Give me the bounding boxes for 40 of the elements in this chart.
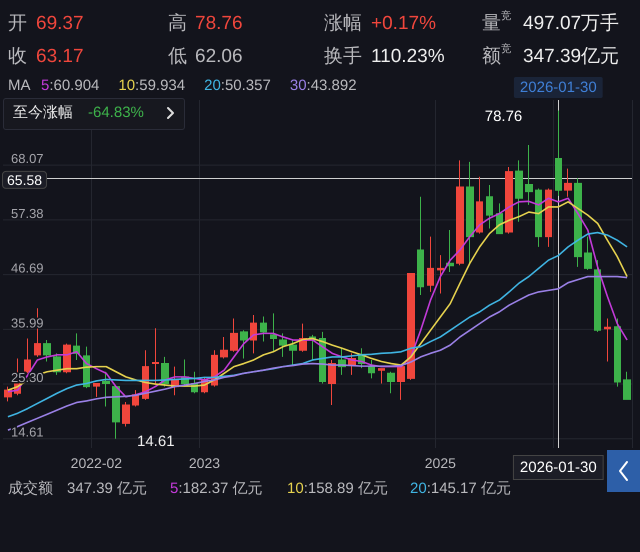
text: 高 [168, 13, 187, 34]
y-tick-label: 46.69 [11, 260, 44, 276]
text: 497.07万手 [523, 13, 620, 34]
text: 10:158.89 亿元 [287, 480, 388, 497]
text: 成交额 [8, 480, 53, 497]
text: 347.39 亿元 [67, 480, 148, 497]
y-tick-label: 57.38 [11, 206, 44, 221]
text: 69.37 [36, 13, 84, 34]
x-tick-label: 2025 [424, 455, 456, 471]
text: 110.23% [371, 46, 445, 67]
annotation: 至今涨幅 [13, 104, 73, 121]
text: 347.39亿元 [523, 46, 620, 67]
annotation: 14.61 [137, 433, 175, 450]
x-tick-label: 2026-01-30 [520, 459, 597, 476]
x-tick-label: 2023 [188, 455, 220, 471]
y-tick-label: 68.07 [11, 151, 44, 166]
text: 收 [8, 46, 27, 67]
text: 开 [8, 13, 27, 34]
ref-line-label: 65.58 [7, 172, 42, 188]
text: 5:60.904 [41, 77, 100, 94]
text: 78.76 [195, 13, 243, 34]
text: 量$^{竞}$ [482, 11, 511, 34]
ref-line-label: 2026-01-30 [520, 79, 597, 96]
text: 涨幅 [324, 13, 362, 34]
text: 5:182.37 亿元 [170, 480, 263, 497]
text: 20:145.17 亿元 [410, 480, 511, 497]
text: 换手 [324, 46, 362, 67]
text: 低 [168, 46, 187, 67]
text: 30:43.892 [290, 77, 357, 94]
text: MA [8, 77, 30, 94]
x-tick-label: 2022-02 [70, 455, 122, 471]
annotation: -64.83% [88, 104, 144, 121]
y-tick-label: 14.61 [11, 424, 44, 440]
text: +0.17% [371, 13, 436, 34]
text: 63.17 [36, 46, 84, 67]
text: 20:50.357 [204, 77, 271, 94]
annotation: 78.76 [484, 108, 522, 125]
text: 62.06 [195, 46, 243, 67]
text: 额$^{竞}$ [482, 44, 511, 67]
text: 10:59.934 [118, 77, 186, 94]
